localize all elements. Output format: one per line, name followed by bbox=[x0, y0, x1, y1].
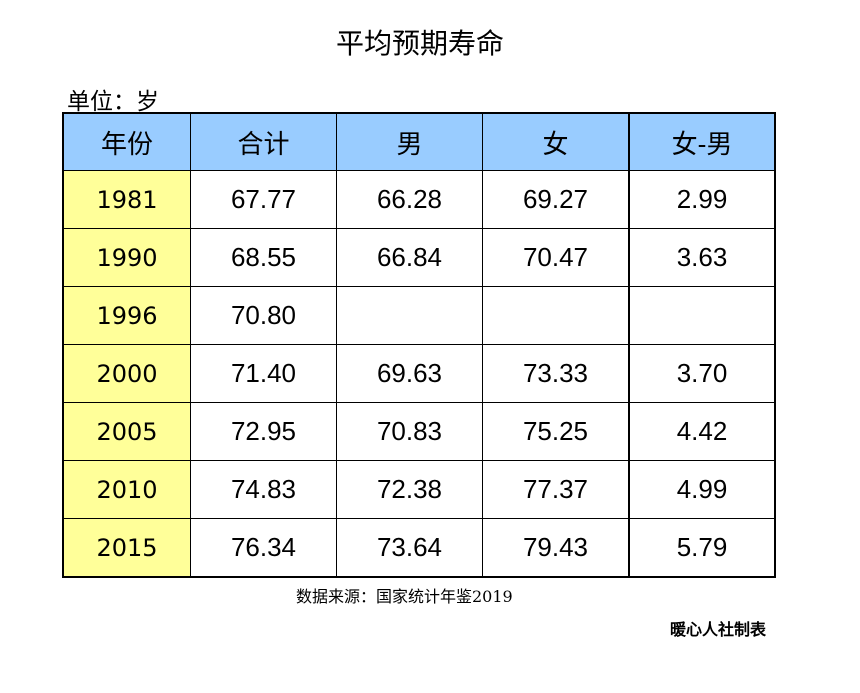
female-cell bbox=[482, 286, 630, 345]
header-total: 合计 bbox=[190, 112, 337, 171]
male-cell: 70.83 bbox=[336, 402, 483, 461]
total-cell: 67.77 bbox=[190, 170, 337, 229]
data-source-note: 数据来源：国家统计年鉴2019 bbox=[296, 587, 513, 606]
unit-label: 单位：岁 bbox=[67, 89, 159, 115]
female-cell: 69.27 bbox=[482, 170, 630, 229]
year-cell: 1996 bbox=[62, 286, 191, 345]
year-cell: 2005 bbox=[62, 402, 191, 461]
year-cell: 1981 bbox=[62, 170, 191, 229]
page-title: 平均预期寿命 bbox=[335, 27, 504, 60]
year-cell: 1990 bbox=[62, 228, 191, 287]
female-cell: 77.37 bbox=[482, 460, 630, 519]
header-year: 年份 bbox=[62, 112, 191, 171]
diff-cell: 2.99 bbox=[628, 170, 776, 229]
header-row: 年份 合计 男 女 女-男 bbox=[62, 112, 776, 171]
total-cell: 70.80 bbox=[190, 286, 337, 345]
total-cell: 74.83 bbox=[190, 460, 337, 519]
header-diff: 女-男 bbox=[628, 112, 776, 171]
life-expectancy-table: 年份 合计 男 女 女-男 1981 67.77 66.28 69.27 2.9… bbox=[62, 112, 776, 578]
table-row: 2000 71.40 69.63 73.33 3.70 bbox=[62, 344, 776, 403]
total-cell: 71.40 bbox=[190, 344, 337, 403]
header-female: 女 bbox=[482, 112, 630, 171]
female-cell: 79.43 bbox=[482, 518, 630, 578]
table-row: 1996 70.80 bbox=[62, 286, 776, 345]
table-row: 1981 67.77 66.28 69.27 2.99 bbox=[62, 170, 776, 229]
female-cell: 75.25 bbox=[482, 402, 630, 461]
year-cell: 2000 bbox=[62, 344, 191, 403]
diff-cell: 3.63 bbox=[628, 228, 776, 287]
male-cell: 72.38 bbox=[336, 460, 483, 519]
table-row: 2010 74.83 72.38 77.37 4.99 bbox=[62, 460, 776, 519]
female-cell: 70.47 bbox=[482, 228, 630, 287]
total-cell: 68.55 bbox=[190, 228, 337, 287]
male-cell: 66.28 bbox=[336, 170, 483, 229]
year-cell: 2010 bbox=[62, 460, 191, 519]
year-cell: 2015 bbox=[62, 518, 191, 578]
total-cell: 76.34 bbox=[190, 518, 337, 578]
header-male: 男 bbox=[336, 112, 483, 171]
diff-cell bbox=[628, 286, 776, 345]
diff-cell: 4.99 bbox=[628, 460, 776, 519]
table-row: 2015 76.34 73.64 79.43 5.79 bbox=[62, 518, 776, 578]
diff-cell: 5.79 bbox=[628, 518, 776, 578]
male-cell: 73.64 bbox=[336, 518, 483, 578]
table-row: 1990 68.55 66.84 70.47 3.63 bbox=[62, 228, 776, 287]
credit-note: 暖心人社制表 bbox=[670, 620, 767, 639]
male-cell: 66.84 bbox=[336, 228, 483, 287]
total-cell: 72.95 bbox=[190, 402, 337, 461]
table-row: 2005 72.95 70.83 75.25 4.42 bbox=[62, 402, 776, 461]
male-cell bbox=[336, 286, 483, 345]
male-cell: 69.63 bbox=[336, 344, 483, 403]
diff-cell: 3.70 bbox=[628, 344, 776, 403]
diff-cell: 4.42 bbox=[628, 402, 776, 461]
female-cell: 73.33 bbox=[482, 344, 630, 403]
